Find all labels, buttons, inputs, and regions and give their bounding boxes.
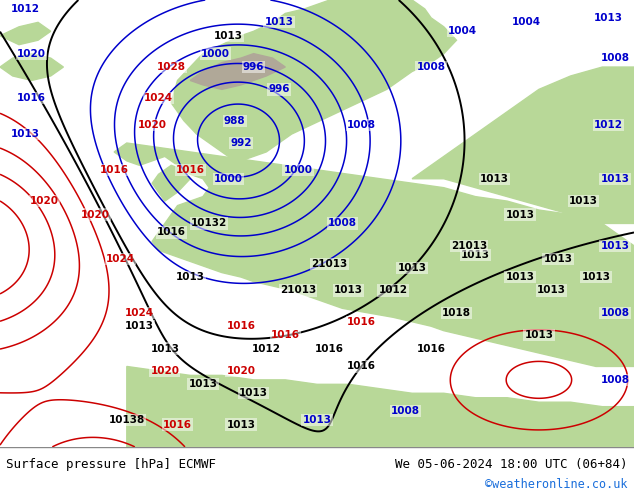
Text: 21013: 21013 <box>280 286 316 295</box>
Text: 1013: 1013 <box>524 330 553 340</box>
Polygon shape <box>0 53 63 80</box>
Text: 1013: 1013 <box>480 174 509 184</box>
Text: 1020: 1020 <box>17 49 46 59</box>
Text: 1016: 1016 <box>226 321 256 331</box>
Text: 1016: 1016 <box>163 419 192 430</box>
Text: 1018: 1018 <box>442 308 471 318</box>
Text: 996: 996 <box>268 84 290 95</box>
Text: 996: 996 <box>243 62 264 72</box>
Text: 1004: 1004 <box>512 17 541 27</box>
Text: 10132: 10132 <box>191 219 228 228</box>
Text: 1008: 1008 <box>600 53 630 63</box>
Text: 1000: 1000 <box>283 165 313 175</box>
Text: 1013: 1013 <box>569 196 598 206</box>
Text: 1012: 1012 <box>11 4 40 14</box>
Text: 1016: 1016 <box>176 165 205 175</box>
Text: 1008: 1008 <box>600 375 630 385</box>
Polygon shape <box>190 53 285 89</box>
Text: 1016: 1016 <box>17 93 46 103</box>
Text: 1013: 1013 <box>398 263 427 273</box>
Text: We 05-06-2024 18:00 UTC (06+84): We 05-06-2024 18:00 UTC (06+84) <box>395 458 628 470</box>
Text: ©weatheronline.co.uk: ©weatheronline.co.uk <box>485 478 628 490</box>
Text: 1020: 1020 <box>138 120 167 130</box>
Text: 1013: 1013 <box>239 388 268 398</box>
Text: 1020: 1020 <box>226 366 256 376</box>
Text: 1013: 1013 <box>302 415 332 425</box>
Text: 1000: 1000 <box>214 174 243 184</box>
Polygon shape <box>0 23 51 45</box>
Text: 1012: 1012 <box>594 120 623 130</box>
Text: 1012: 1012 <box>252 343 281 354</box>
Text: 1008: 1008 <box>417 62 446 72</box>
Text: 1016: 1016 <box>100 165 129 175</box>
Text: 1008: 1008 <box>328 219 357 228</box>
Text: 1013: 1013 <box>264 17 294 27</box>
Polygon shape <box>114 143 634 367</box>
Text: 1024: 1024 <box>125 308 154 318</box>
Text: 1008: 1008 <box>600 308 630 318</box>
Text: 1013: 1013 <box>11 129 40 139</box>
Text: 21013: 21013 <box>311 259 348 269</box>
Text: 21013: 21013 <box>451 241 488 251</box>
Text: 1000: 1000 <box>201 49 230 59</box>
Text: 1013: 1013 <box>150 343 179 354</box>
Polygon shape <box>171 0 456 161</box>
Text: 1013: 1013 <box>581 272 611 282</box>
Text: 1016: 1016 <box>347 317 376 327</box>
Text: 1008: 1008 <box>347 120 376 130</box>
Text: 988: 988 <box>224 116 245 125</box>
Text: 1013: 1013 <box>505 210 534 220</box>
Text: 1013: 1013 <box>543 254 573 264</box>
Text: 992: 992 <box>230 138 252 148</box>
Text: 1024: 1024 <box>106 254 135 264</box>
Text: 1016: 1016 <box>417 343 446 354</box>
Text: 1012: 1012 <box>378 286 408 295</box>
Text: 1008: 1008 <box>391 406 420 416</box>
Text: 10138: 10138 <box>108 415 145 425</box>
Polygon shape <box>412 67 634 223</box>
Text: 1016: 1016 <box>271 330 300 340</box>
Text: 1024: 1024 <box>144 93 173 103</box>
Polygon shape <box>127 367 634 447</box>
Text: 1016: 1016 <box>315 343 344 354</box>
Text: 1013: 1013 <box>461 250 490 260</box>
Text: 1004: 1004 <box>448 26 477 36</box>
Text: 1013: 1013 <box>125 321 154 331</box>
Text: 1016: 1016 <box>347 362 376 371</box>
Text: 1013: 1013 <box>214 31 243 41</box>
Text: 1013: 1013 <box>537 286 566 295</box>
Text: 1013: 1013 <box>594 13 623 23</box>
Text: Surface pressure [hPa] ECMWF: Surface pressure [hPa] ECMWF <box>6 458 216 470</box>
Text: 1016: 1016 <box>157 227 186 237</box>
Polygon shape <box>152 165 190 201</box>
Text: 1020: 1020 <box>150 366 179 376</box>
Text: 1013: 1013 <box>334 286 363 295</box>
Text: 1020: 1020 <box>30 196 59 206</box>
Text: 1020: 1020 <box>81 210 110 220</box>
Text: 1013: 1013 <box>176 272 205 282</box>
Text: 1028: 1028 <box>157 62 186 72</box>
Text: 1013: 1013 <box>505 272 534 282</box>
Text: 1013: 1013 <box>188 379 217 390</box>
Text: 1013: 1013 <box>226 419 256 430</box>
Text: 1013: 1013 <box>600 241 630 251</box>
Text: 1013: 1013 <box>600 174 630 184</box>
